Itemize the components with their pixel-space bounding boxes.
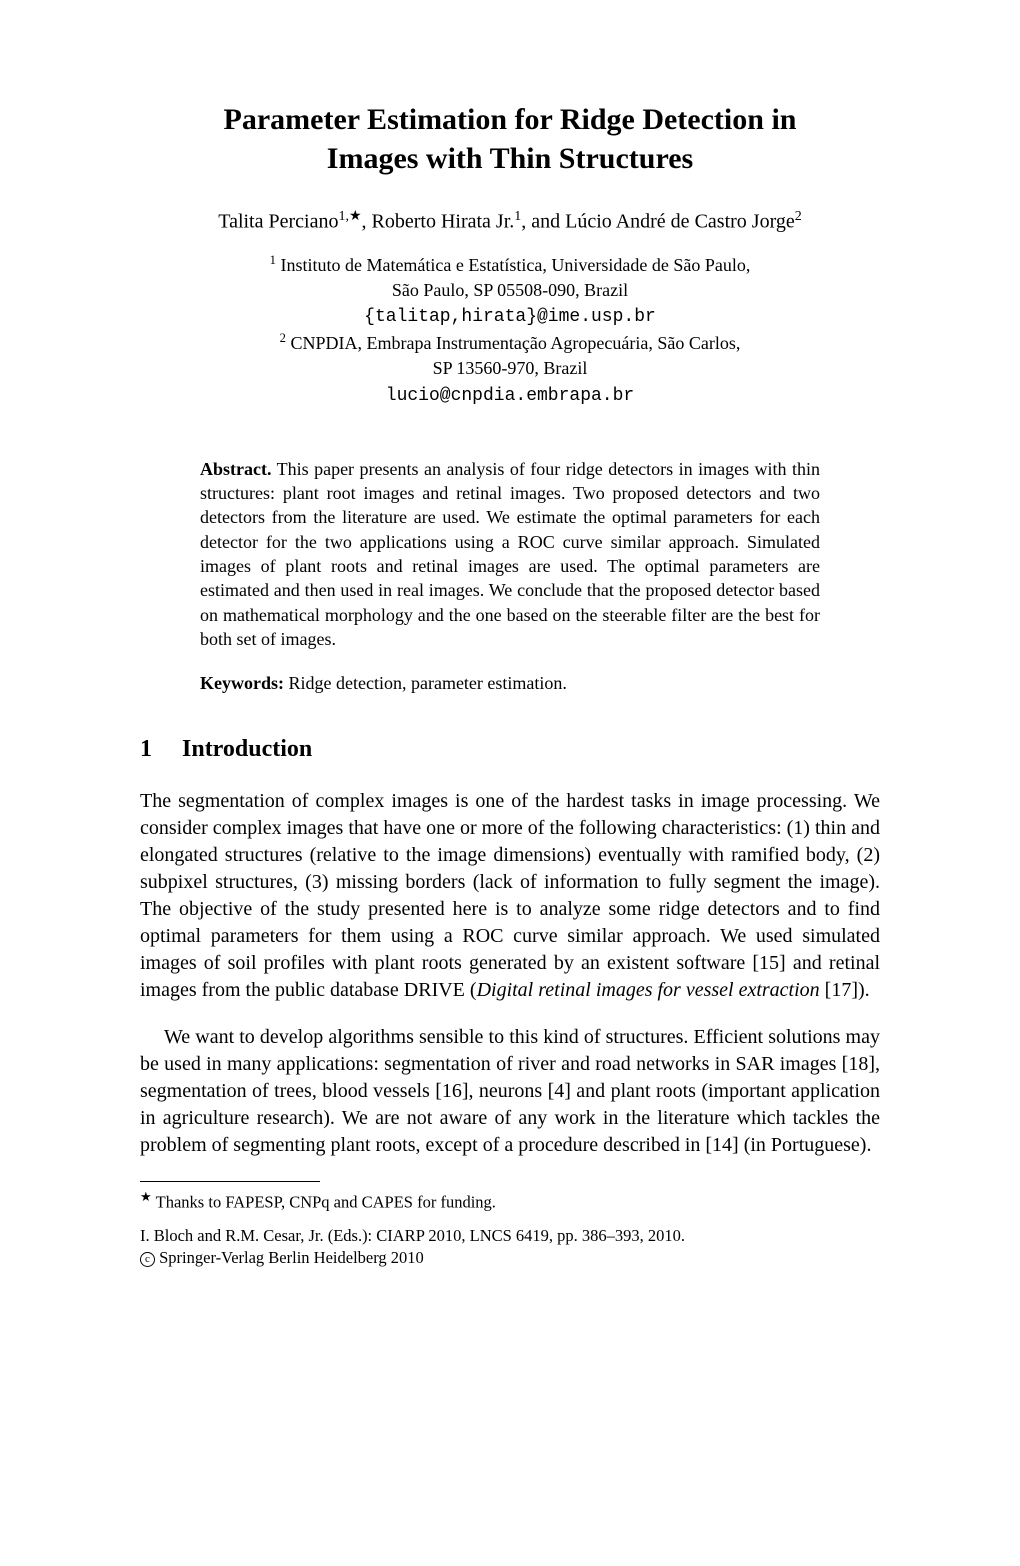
- footnote-text: Thanks to FAPESP, CNPq and CAPES for fun…: [152, 1192, 496, 1211]
- keywords: Keywords: Ridge detection, parameter est…: [200, 671, 820, 695]
- affil-2-line-2: SP 13560-970, Brazil: [433, 358, 588, 378]
- section-title: Introduction: [182, 736, 312, 762]
- affil-2-line-1: CNPDIA, Embrapa Instrumentação Agropecuá…: [286, 333, 740, 353]
- footnote-rule: [140, 1181, 320, 1182]
- affil-2-email: lucio@cnpdia.embrapa.br: [386, 386, 634, 406]
- body-paragraph-2: We want to develop algorithms sensible t…: [140, 1024, 880, 1159]
- paper-title: Parameter Estimation for Ridge Detection…: [140, 100, 880, 178]
- keywords-text: Ridge detection, parameter estimation.: [284, 673, 567, 693]
- authors: Talita Perciano1,★, Roberto Hirata Jr.1,…: [140, 208, 880, 236]
- title-line-1: Parameter Estimation for Ridge Detection…: [224, 103, 797, 136]
- affil-1-line-1: Instituto de Matemática e Estatística, U…: [276, 255, 750, 275]
- affil-1-line-2: São Paulo, SP 05508-090, Brazil: [392, 280, 628, 300]
- affil-1-email: {talitap,hirata}@ime.usp.br: [364, 307, 656, 327]
- abstract-text: This paper presents an analysis of four …: [200, 459, 820, 649]
- imprint-line-2: Springer-Verlag Berlin Heidelberg 2010: [155, 1248, 424, 1267]
- footnote-star-icon: ★: [140, 1189, 152, 1204]
- section-heading: 1Introduction: [140, 733, 880, 765]
- body-paragraph-1: The segmentation of complex images is on…: [140, 788, 880, 1004]
- section-number: 1: [140, 733, 182, 765]
- copyright-icon: c: [140, 1252, 155, 1267]
- title-line-2: Images with Thin Structures: [327, 142, 693, 175]
- affiliations: 1 Instituto de Matemática e Estatística,…: [140, 252, 880, 409]
- keywords-label: Keywords:: [200, 673, 284, 693]
- imprint-line-1: I. Bloch and R.M. Cesar, Jr. (Eds.): CIA…: [140, 1226, 685, 1245]
- abstract: Abstract. This paper presents an analysi…: [200, 457, 820, 651]
- abstract-label: Abstract.: [200, 459, 271, 479]
- imprint: I. Bloch and R.M. Cesar, Jr. (Eds.): CIA…: [140, 1225, 880, 1270]
- footnote: ★ Thanks to FAPESP, CNPq and CAPES for f…: [140, 1188, 880, 1213]
